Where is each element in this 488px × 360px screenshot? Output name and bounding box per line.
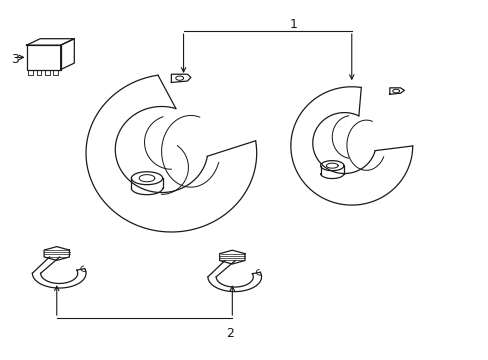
Text: 2: 2 xyxy=(225,327,233,339)
Text: 1: 1 xyxy=(289,18,297,31)
Text: 3: 3 xyxy=(11,53,19,66)
